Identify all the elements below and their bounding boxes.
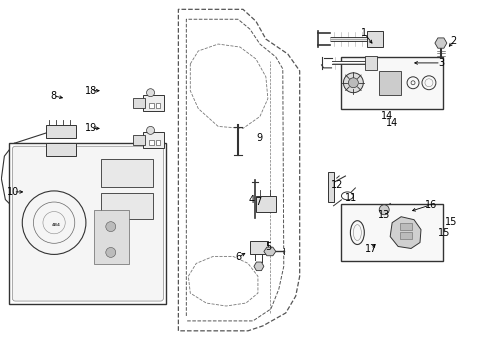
Bar [255,196,275,212]
Text: 12: 12 [330,180,343,190]
Bar [365,56,376,70]
Text: 18: 18 [84,86,97,96]
Text: 13: 13 [377,210,389,220]
FancyArrowPatch shape [336,176,339,178]
Bar [9,143,166,304]
Text: 1: 1 [361,28,366,38]
Text: 9: 9 [256,133,263,143]
Bar [142,95,164,111]
Text: 11: 11 [345,193,357,203]
Text: 6: 6 [235,252,241,262]
Circle shape [105,222,116,231]
Text: 14: 14 [380,111,392,121]
Bar [142,132,164,148]
Bar [132,135,144,145]
Text: 15: 15 [444,217,456,227]
Bar [46,143,76,156]
Bar [341,204,442,261]
Circle shape [146,89,154,96]
Text: 10: 10 [7,187,20,197]
Text: 17: 17 [365,244,377,255]
Text: 15: 15 [437,228,449,238]
Bar [132,98,144,108]
Text: 16: 16 [424,200,436,210]
Circle shape [347,78,358,88]
FancyBboxPatch shape [12,146,163,301]
Text: 4B4: 4B4 [52,222,61,227]
Text: 14: 14 [385,118,397,129]
Bar [399,223,411,230]
Text: 8: 8 [50,91,56,101]
Circle shape [343,73,363,93]
Bar [327,172,334,202]
Text: 19: 19 [84,123,97,134]
Bar [46,125,76,138]
Text: 4: 4 [248,195,255,205]
Bar [249,240,267,255]
Polygon shape [253,262,264,271]
Polygon shape [434,38,446,48]
Bar [94,210,128,264]
Bar [155,103,160,108]
Text: 5: 5 [264,243,270,252]
Circle shape [146,126,154,134]
Bar [101,193,152,219]
Bar [399,231,411,239]
Polygon shape [264,247,275,256]
Bar [155,140,160,145]
Polygon shape [389,217,420,248]
Bar [148,103,153,108]
Text: 3: 3 [437,58,443,68]
Bar [366,31,383,47]
Bar [148,140,153,145]
Bar [379,71,400,95]
Circle shape [379,205,388,215]
Bar [101,159,152,187]
Circle shape [105,247,116,257]
Bar [341,57,442,109]
Text: 2: 2 [450,36,456,46]
Text: 7: 7 [254,197,261,207]
